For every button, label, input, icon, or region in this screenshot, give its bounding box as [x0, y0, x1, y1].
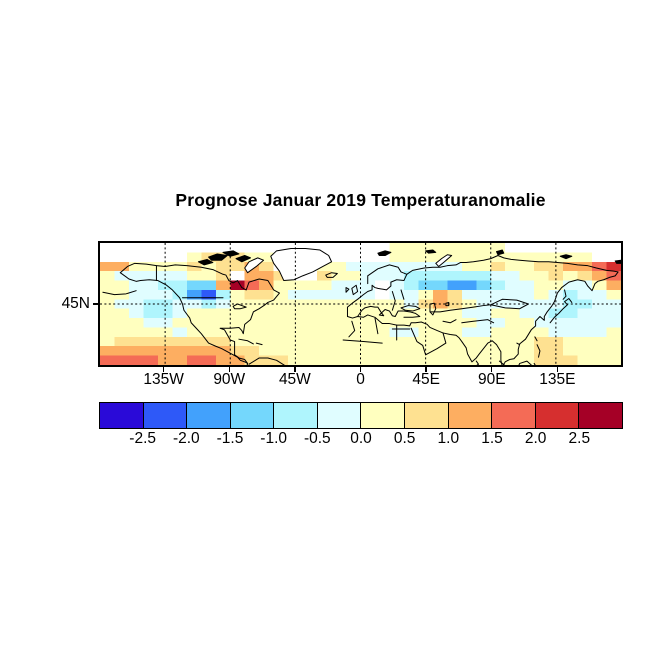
colorbar-segment-5 [316, 403, 361, 428]
colorbar-tick-label--0.5: -0.5 [303, 430, 331, 447]
colorbar-tick-label-1.0: 1.0 [437, 430, 460, 447]
x-axis-tick [425, 367, 427, 372]
y-axis-tick [93, 303, 98, 305]
x-axis-tick [228, 367, 230, 372]
colorbar-tick-label-2.5: 2.5 [568, 430, 591, 447]
world-map [100, 243, 621, 365]
x-tick-label-45E: 45E [412, 371, 440, 388]
colorbar-segment-8 [447, 403, 492, 428]
x-axis-tick [162, 367, 165, 372]
x-axis-tick [294, 367, 296, 372]
x-axis-tick [359, 367, 362, 372]
colorbar-segment-1 [142, 403, 187, 428]
colorbar-segment-9 [491, 403, 535, 428]
colorbar-segment-10 [534, 403, 579, 428]
colorbar-segment-4 [273, 403, 317, 428]
x-axis-tick [556, 367, 559, 372]
colorbar-tick-label-0.5: 0.5 [393, 430, 416, 447]
plot-title: Prognose Januar 2019 Temperaturanomalie [175, 190, 546, 210]
x-tick-label-135W: 135W [143, 371, 184, 388]
colorbar-segment-6 [360, 403, 405, 428]
colorbar-tick-label-2.0: 2.0 [524, 430, 547, 447]
map-panel [98, 241, 623, 367]
colorbar-segment-2 [186, 403, 230, 428]
colorbar-tick-label--2.0: -2.0 [172, 430, 200, 447]
colorbar-tick-label--1.5: -1.5 [216, 430, 244, 447]
colorbar-segment-11 [578, 403, 622, 428]
x-tick-label-0: 0 [356, 371, 365, 388]
x-tick-label-90E: 90E [477, 371, 506, 388]
colorbar-segment-3 [229, 403, 274, 428]
x-axis-tick [491, 367, 493, 372]
colorbar-tick-label-0.0: 0.0 [350, 430, 372, 447]
y-axis-tick-label-45n: 45N [61, 295, 90, 312]
colorbar-tick-label--2.5: -2.5 [129, 430, 157, 447]
x-tick-label-90W: 90W [213, 371, 246, 388]
x-tick-label-135E: 135E [539, 371, 576, 388]
colorbar-tick-label-1.5: 1.5 [481, 430, 503, 447]
colorbar-tick-label--1.0: -1.0 [260, 430, 288, 447]
x-tick-label-45W: 45W [278, 371, 311, 388]
colorbar-segment-7 [404, 403, 448, 428]
colorbar [99, 402, 623, 429]
colorbar-segment-0 [100, 403, 143, 428]
